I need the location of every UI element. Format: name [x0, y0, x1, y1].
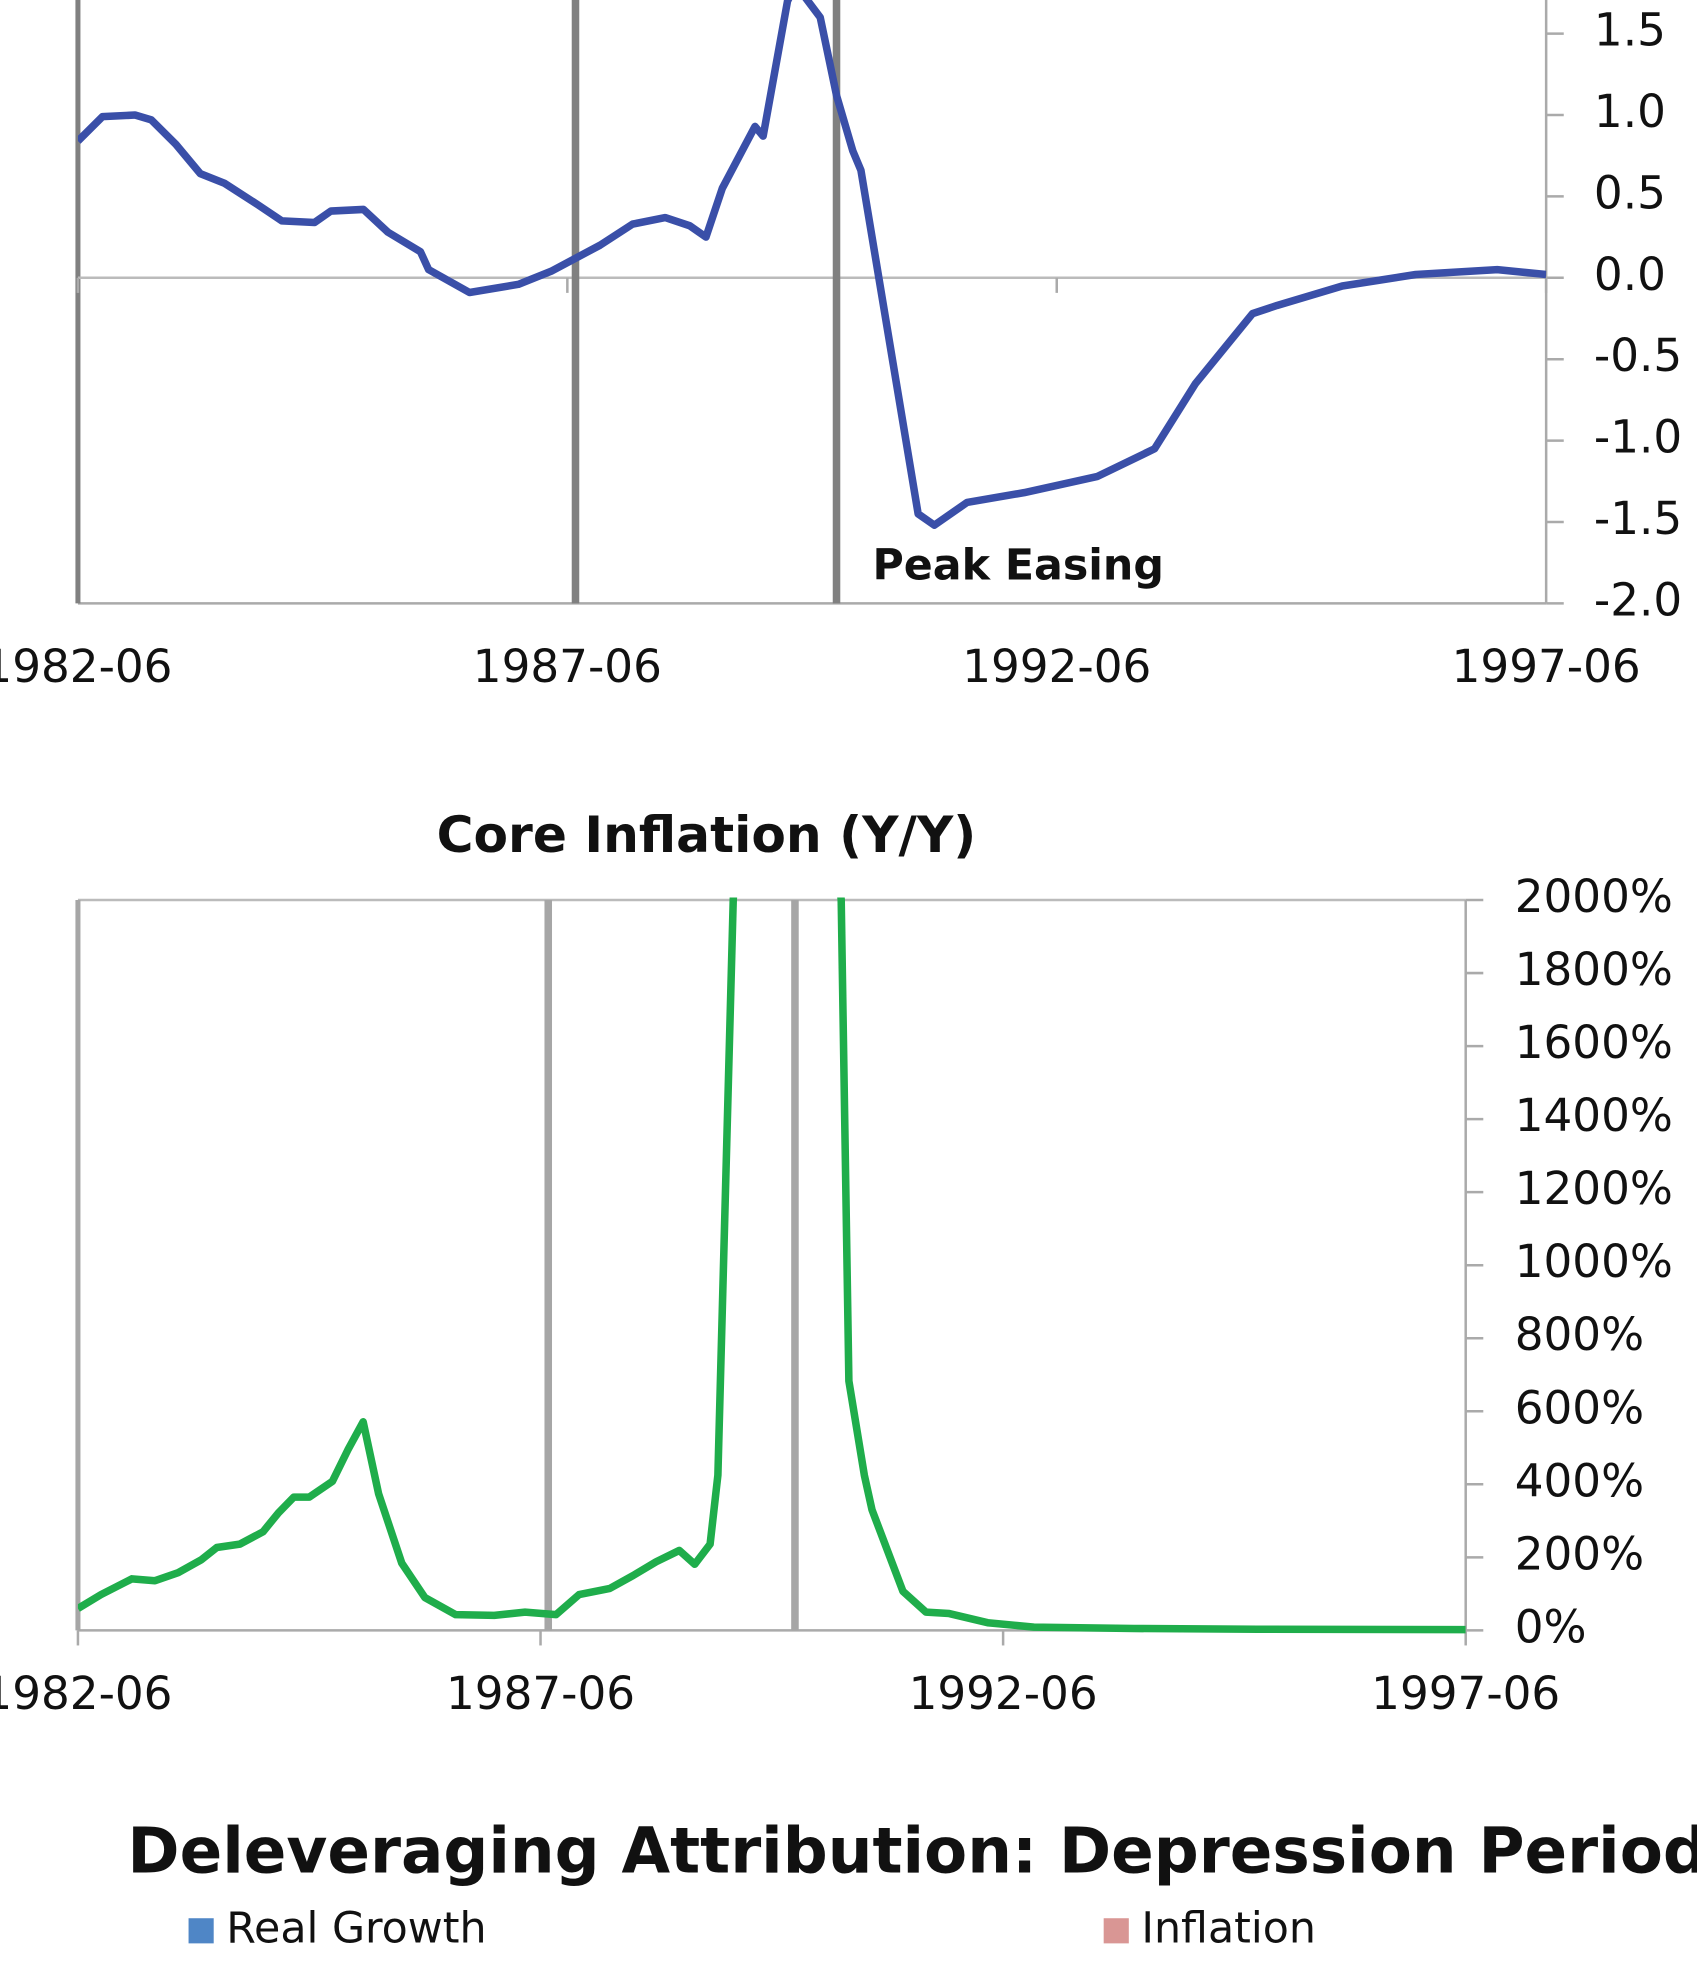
annotation: Peak Easing — [872, 541, 1163, 591]
x-tick-label: 1997-06 — [1452, 640, 1641, 693]
y-tick-label: -1.5 — [1594, 492, 1682, 545]
chart-title: Deleveraging Attribution: Depression Per… — [127, 1814, 1697, 1887]
x-tick-label: 1987-06 — [446, 1667, 635, 1720]
y-tick-label: -1.0 — [1594, 411, 1682, 464]
x-tick-label: 1982-06 — [0, 640, 172, 693]
y-tick-label: 1600% — [1515, 1016, 1673, 1069]
y-tick-label: 0% — [1515, 1600, 1587, 1653]
y-tick-label: 1200% — [1515, 1162, 1673, 1215]
x-tick-label: 1992-06 — [909, 1667, 1098, 1720]
y-tick-label: 200% — [1515, 1527, 1644, 1580]
y-tick-label: 1.5 — [1594, 4, 1666, 57]
x-tick-label: 1997-06 — [1371, 1667, 1560, 1720]
series-line — [77, 897, 1466, 1634]
y-tick-label: 0.5 — [1594, 166, 1666, 219]
y-tick-label: 1000% — [1515, 1235, 1673, 1288]
y-tick-label: 400% — [1515, 1454, 1644, 1507]
legend-swatch — [188, 1918, 214, 1944]
y-tick-label: 1800% — [1515, 943, 1673, 996]
x-tick-label: 1982-06 — [0, 1667, 172, 1720]
legend-label: Real Growth — [226, 1903, 486, 1953]
series-line — [77, 0, 1547, 529]
y-tick-label: 800% — [1515, 1308, 1644, 1361]
x-tick-label: 1992-06 — [962, 640, 1151, 693]
x-tick-label: 1987-06 — [473, 640, 662, 693]
y-tick-label: 1.0 — [1594, 85, 1666, 138]
y-tick-label: 0.0 — [1594, 248, 1666, 301]
chart-title: Core Inflation (Y/Y) — [437, 805, 977, 864]
y-tick-label: -0.5 — [1594, 329, 1682, 382]
y-tick-label: -2.0 — [1594, 573, 1682, 626]
y-tick-label: 2000% — [1515, 870, 1673, 923]
y-tick-label: 600% — [1515, 1381, 1644, 1434]
legend-swatch — [1103, 1918, 1129, 1944]
legend-label: Inflation — [1141, 1903, 1316, 1953]
y-tick-label: 1400% — [1515, 1089, 1673, 1142]
